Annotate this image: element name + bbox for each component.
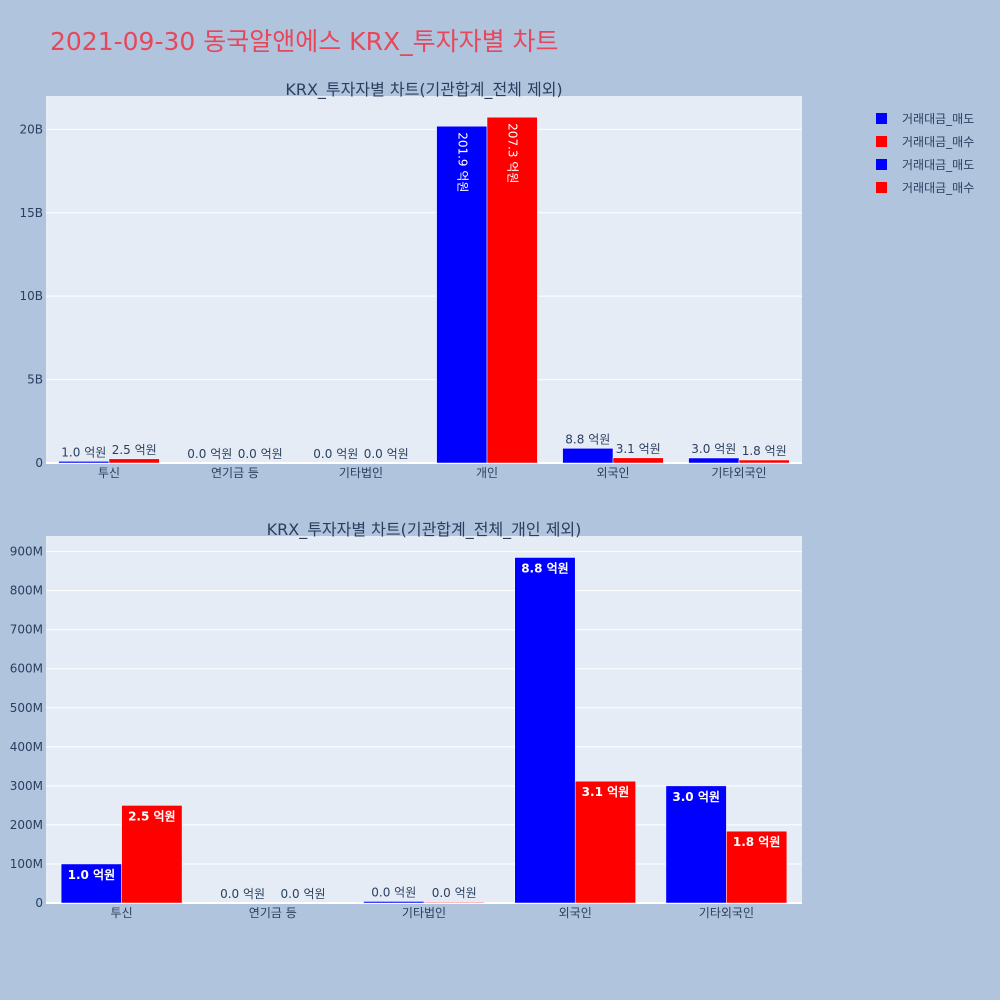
x-tick-label: 기타법인: [339, 466, 383, 480]
data-label: 8.8 억원: [521, 561, 569, 575]
bar: [688, 457, 740, 464]
bar: [726, 830, 788, 904]
legend-item-sell-2[interactable]: 거래대금_매도: [876, 153, 974, 176]
chart-title: KRX_투자자별 차트(기관합계_전체 제외): [285, 80, 562, 100]
x-tick-label: 투신: [98, 466, 120, 480]
data-label: 0.0 억원: [187, 447, 232, 461]
data-label: 1.0 억원: [61, 445, 106, 459]
legend-label: 거래대금_매도: [902, 112, 975, 126]
y-tick-label: 5B: [27, 373, 43, 387]
legend-swatch-red: [876, 136, 887, 147]
data-label: 0.0 억원: [281, 887, 326, 901]
data-label: 207.3 억원: [506, 123, 520, 183]
legend-label: 거래대금_매도: [902, 158, 975, 172]
legend-item-sell-1[interactable]: 거래대금_매도: [876, 107, 974, 130]
y-tick-label: 700M: [10, 623, 43, 637]
data-label: 3.0 억원: [691, 442, 736, 456]
legend-label: 거래대금_매수: [902, 181, 975, 195]
bar: [58, 461, 110, 464]
data-label: 3.1 억원: [582, 785, 630, 799]
x-tick-label: 기타법인: [402, 906, 446, 920]
y-tick-label: 0: [35, 456, 43, 470]
bar: [363, 901, 425, 904]
legend-item-buy-1[interactable]: 거래대금_매수: [876, 130, 974, 153]
legend: 거래대금_매도 거래대금_매수 거래대금_매도 거래대금_매수: [876, 107, 974, 199]
data-label: 8.8 억원: [565, 432, 610, 446]
legend-item-buy-2[interactable]: 거래대금_매수: [876, 176, 974, 199]
page-title: 2021-09-30 동국알앤에스 KRX_투자자별 차트: [50, 27, 559, 56]
x-tick-label: 기타외국인: [699, 906, 754, 920]
data-label: 3.0 억원: [672, 790, 720, 804]
data-label: 201.9 억원: [455, 132, 469, 192]
data-label: 0.0 억원: [432, 886, 477, 900]
x-tick-label: 개인: [476, 466, 498, 480]
y-tick-label: 500M: [10, 701, 43, 715]
data-label: 0.0 억원: [220, 887, 265, 901]
bar: [436, 125, 488, 464]
plot-area: [46, 96, 802, 463]
data-label: 3.1 억원: [616, 442, 661, 456]
data-label: 1.0 억원: [68, 868, 116, 882]
x-tick-label: 기타외국인: [711, 466, 766, 480]
y-tick-label: 200M: [10, 818, 43, 832]
bar: [514, 557, 576, 904]
y-tick-label: 100M: [10, 857, 43, 871]
y-tick-label: 400M: [10, 740, 43, 754]
data-label: 1.8 억원: [733, 835, 781, 849]
bar: [612, 457, 664, 464]
x-tick-label: 연기금 등: [211, 466, 259, 480]
bar: [665, 785, 727, 904]
y-tick-label: 15B: [19, 206, 43, 220]
data-label: 1.8 억원: [742, 444, 787, 458]
x-tick-label: 연기금 등: [249, 906, 297, 920]
legend-swatch-blue: [876, 159, 887, 170]
bar: [60, 863, 122, 904]
bar: [738, 459, 790, 464]
y-tick-label: 900M: [10, 545, 43, 559]
data-label: 2.5 억원: [112, 443, 157, 457]
data-label: 2.5 억원: [128, 809, 176, 823]
y-tick-label: 800M: [10, 584, 43, 598]
y-tick-label: 20B: [19, 122, 43, 136]
y-tick-label: 10B: [19, 289, 43, 303]
data-label: 0.0 억원: [371, 885, 416, 899]
data-label: 0.0 억원: [313, 447, 358, 461]
x-tick-label: 외국인: [596, 466, 629, 480]
chart-title: KRX_투자자별 차트(기관합계_전체_개인 제외): [267, 520, 582, 540]
legend-label: 거래대금_매수: [902, 135, 975, 149]
x-tick-label: 외국인: [559, 906, 592, 920]
bar: [121, 805, 183, 904]
bar: [423, 901, 485, 904]
bar: [562, 448, 614, 464]
x-tick-label: 투신: [111, 906, 133, 920]
y-tick-label: 0: [35, 896, 43, 910]
data-label: 0.0 억원: [238, 447, 283, 461]
bar: [486, 116, 538, 464]
y-tick-label: 600M: [10, 662, 43, 676]
y-tick-label: 300M: [10, 779, 43, 793]
data-label: 0.0 억원: [364, 447, 409, 461]
legend-swatch-blue: [876, 113, 887, 124]
bar: [108, 458, 160, 464]
legend-swatch-red: [876, 182, 887, 193]
bar: [574, 780, 636, 904]
